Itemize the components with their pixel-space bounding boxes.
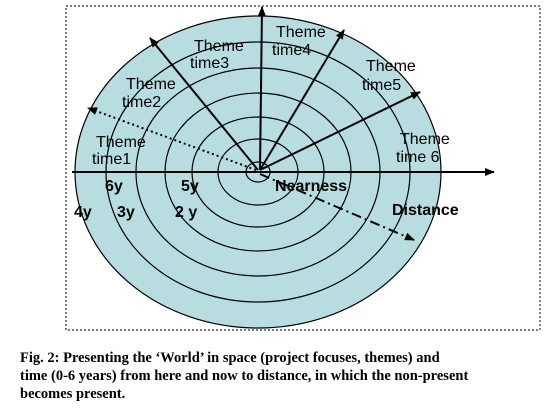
theme-label: time4 bbox=[272, 42, 311, 59]
theme-label: time1 bbox=[92, 151, 131, 168]
dashdot-arrow bbox=[259, 173, 415, 241]
arrow bbox=[257, 6, 266, 171]
theme-labels: Theme time1 Theme time2 Theme time3 Them… bbox=[92, 24, 450, 168]
nearness-label: Nearness bbox=[275, 178, 347, 195]
theme-label: Theme bbox=[96, 134, 146, 151]
year-label: 6y bbox=[105, 178, 123, 195]
caption: Fig. 2: Presenting the ‘World’ in space … bbox=[20, 350, 468, 402]
theme-label: time2 bbox=[122, 94, 161, 111]
theme-label: time5 bbox=[362, 77, 401, 94]
theme-label: Theme bbox=[400, 131, 450, 148]
theme-label: time3 bbox=[190, 55, 229, 72]
theme-label: Theme bbox=[194, 38, 244, 55]
arrows bbox=[72, 6, 495, 241]
year-labels: 6y 5y 4y 3y 2 y bbox=[74, 178, 199, 221]
theme-label: time 6 bbox=[396, 149, 440, 166]
caption-line: Fig. 2: Presenting the ‘World’ in space … bbox=[20, 350, 440, 366]
caption-line: time (0-6 years) from here and now to di… bbox=[20, 368, 468, 384]
arrow bbox=[259, 91, 421, 171]
theme-label: Theme bbox=[366, 58, 416, 75]
caption-line: becomes present. bbox=[20, 386, 125, 402]
year-label: 4y bbox=[74, 204, 92, 221]
frame bbox=[65, 5, 541, 331]
year-label: 2 y bbox=[175, 204, 197, 221]
theme-label: Theme bbox=[276, 24, 326, 41]
year-label: 3y bbox=[117, 204, 135, 221]
year-label: 5y bbox=[181, 178, 199, 195]
distance-label: Distance bbox=[392, 202, 459, 219]
arrow bbox=[259, 29, 345, 171]
arrow bbox=[149, 37, 259, 171]
theme-label: Theme bbox=[126, 76, 176, 93]
